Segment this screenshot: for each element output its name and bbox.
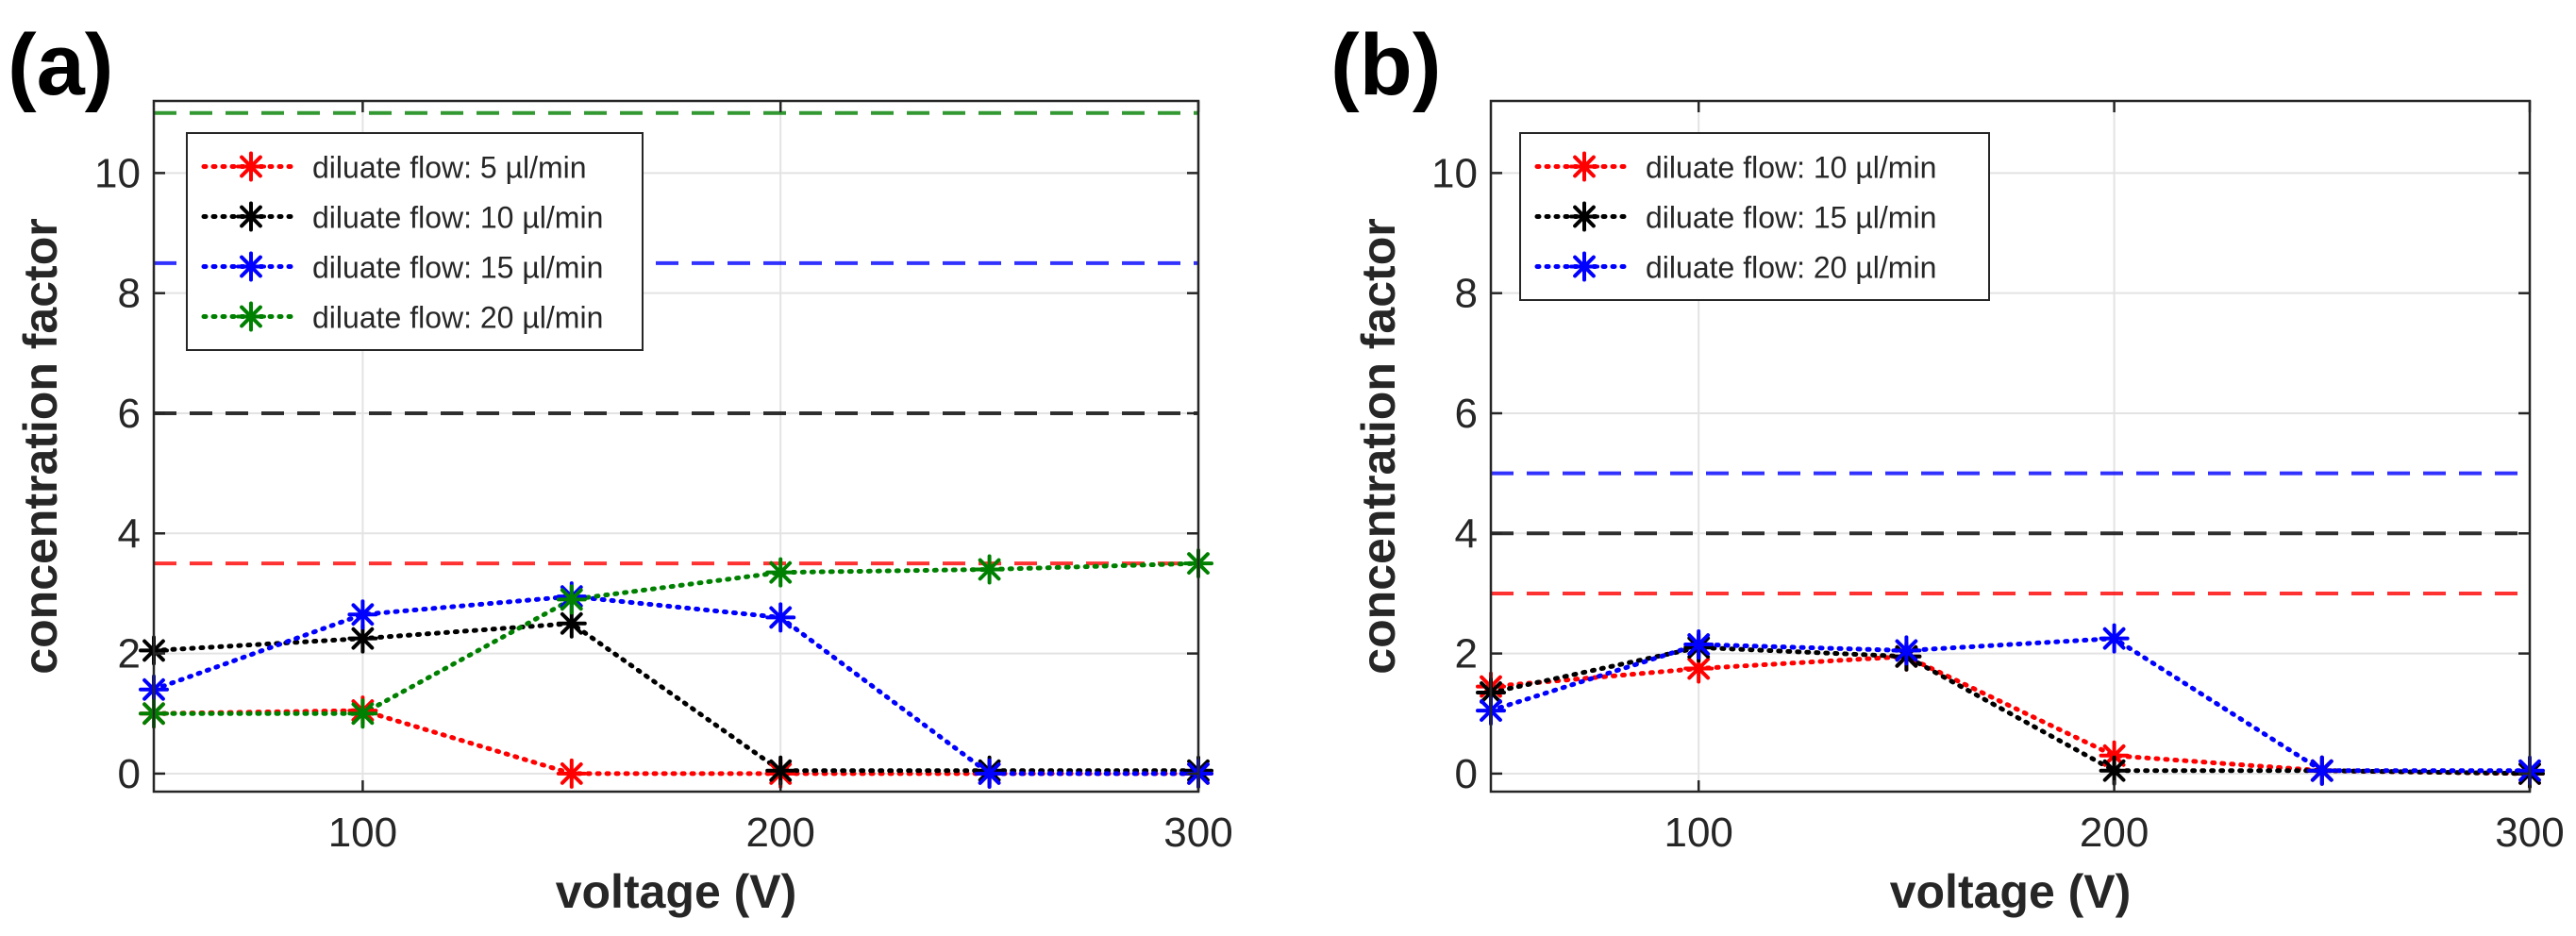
y-tick-label: 8 [118,271,141,317]
y-tick-label: 0 [1455,751,1478,797]
y-tick-label: 10 [94,150,141,196]
legend-label: diluate flow: 15 µl/min [312,251,603,285]
data-point [2099,623,2130,654]
legend-item: diluate flow: 10 µl/min [1534,151,1936,185]
panel-label: (b) [1330,17,1441,113]
data-point [765,602,796,633]
x-tick-label: 100 [328,810,397,856]
data-point [974,554,1005,585]
legend-marker [1569,151,1599,182]
axes-frame [1489,99,2532,794]
legend-label: diluate flow: 5 µl/min [312,151,587,185]
legend: diluate flow: 10 µl/min diluate flow: 15 … [1519,132,1990,301]
data-point [556,758,587,789]
y-tick-label: 2 [118,631,141,677]
x-tick-label: 300 [2495,810,2564,856]
legend-marker [236,201,266,232]
data-point [347,599,378,630]
data-point [556,608,587,639]
y-tick-label: 6 [1455,391,1478,437]
data-point [1891,635,1922,666]
legend-item: diluate flow: 15 µl/min [201,251,603,285]
data-point [2099,755,2130,786]
legend-marker [236,251,266,282]
y-tick-label: 4 [1455,510,1478,557]
legend-item: diluate flow: 20 µl/min [1534,251,1936,285]
legend-item: diluate flow: 10 µl/min [201,201,603,235]
legend-marker [236,151,266,182]
legend-label: diluate flow: 20 µl/min [1646,251,1936,285]
data-point [1683,629,1715,660]
legend-item: diluate flow: 15 µl/min [1534,201,1936,235]
legend-marker [236,301,266,332]
y-tick-label: 0 [118,751,141,797]
y-tick-label: 8 [1455,271,1478,317]
series-line [151,560,1201,716]
data-point [765,755,796,786]
data-point [347,698,378,729]
x-axis-label: voltage (V) [556,865,797,918]
legend-label: diluate flow: 15 µl/min [1646,201,1936,235]
data-point [974,758,1005,789]
x-tick-label: 200 [745,810,814,856]
legend-label: diluate flow: 10 µl/min [312,201,603,235]
panel-label: (a) [8,17,113,113]
y-tick-label: 4 [118,510,141,557]
y-axis-label: concentration factor [1352,218,1405,674]
series-line [151,708,1201,777]
data-point [347,623,378,654]
panel-a: (a) 100 200 300 0 2 4 6 8 10 voltage (V) concentrat… [8,17,1233,918]
legend-item: diluate flow: 5 µl/min [201,151,587,185]
legend-label: diluate flow: 20 µl/min [312,301,603,335]
series-line [151,593,1201,777]
data-point [765,557,796,588]
y-tick-label: 6 [118,391,141,437]
y-tick-label: 10 [1431,150,1478,196]
legend-label: diluate flow: 10 µl/min [1646,151,1936,185]
series-line [1488,644,2533,777]
data-point [1683,653,1715,684]
legend-box [186,132,644,351]
series-line [151,621,1201,774]
x-tick-label: 200 [2080,810,2149,856]
axes-frame [152,99,1200,794]
legend-marker [1569,251,1599,282]
legend-item: diluate flow: 20 µl/min [201,301,603,335]
data-point [2306,755,2337,786]
series-line [1488,636,2533,774]
panel-b: (b) 100 200 300 0 2 4 6 8 10 voltage (V) concentrat… [1330,17,2565,918]
legend-marker [1569,201,1599,232]
x-axis-label: voltage (V) [1890,865,2132,918]
y-axis-label: concentration factor [14,218,67,674]
x-tick-label: 300 [1163,810,1232,856]
y-tick-label: 2 [1455,631,1478,677]
legend: diluate flow: 5 µl/min diluate flow: 10 µ… [186,132,644,351]
x-tick-label: 100 [1664,810,1732,856]
data-point [556,584,587,615]
